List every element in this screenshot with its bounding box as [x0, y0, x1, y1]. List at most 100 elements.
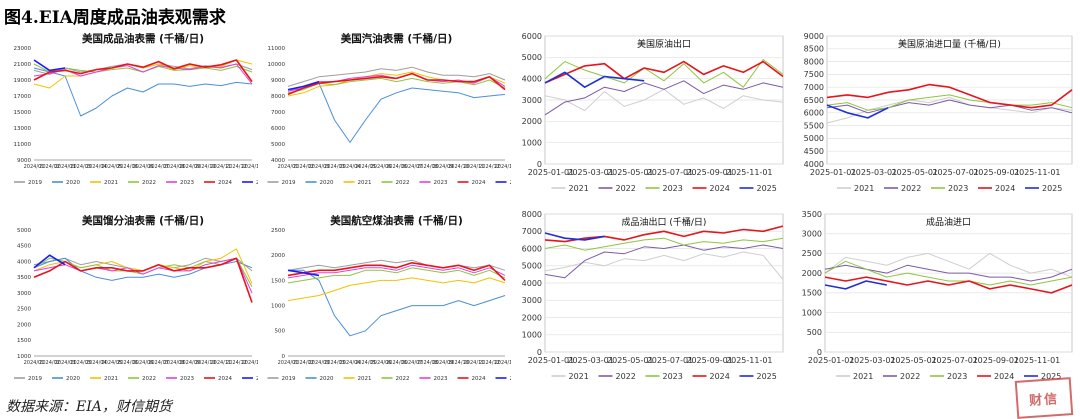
x-tick-label: 2024/11 [210, 164, 231, 170]
y-tick-label: 6000 [804, 109, 824, 118]
x-tick-label: 2024/05 [101, 360, 122, 366]
x-tick-label: 2024/11 [464, 360, 485, 366]
y-tick-label: 4500 [804, 147, 824, 156]
chart-title: 美国原油进口量 (千桶/日) [898, 38, 1001, 50]
x-tick-label: 2024/05 [355, 164, 376, 170]
x-tick-label: 2024/03 [70, 164, 91, 170]
x-tick-label: 2025-03-01 [567, 356, 614, 365]
x-tick-label: 2024/09 [433, 360, 454, 366]
x-tick-label: 2025-03-01 [849, 356, 896, 365]
series-line-2023 [33, 257, 253, 294]
x-tick-label: 2024/08 [417, 360, 438, 366]
y-tick-label: 9000 [804, 32, 824, 41]
legend-label: 2020 [320, 376, 334, 382]
x-tick-label: 2024/07 [402, 360, 423, 366]
series-line-2023 [544, 237, 784, 251]
y-tick-label: 6500 [804, 96, 824, 105]
legend-label: 2024 [995, 184, 1015, 193]
x-tick-label: 2024/06 [133, 360, 154, 366]
x-tick-label: 2024/11 [464, 164, 485, 170]
x-tick-label: 2024/07 [402, 164, 423, 170]
x-tick-label: 2024/04 [340, 164, 361, 170]
x-tick-label: 2025-07-01 [647, 168, 694, 177]
legend-label: 2023 [663, 372, 683, 381]
series-line-2021 [824, 252, 1073, 278]
x-tick-label: 2024/06 [386, 164, 407, 170]
legend-label: 2022 [901, 184, 921, 193]
chart-title: 美国成品油表需 (千桶/日) [82, 32, 204, 45]
y-tick-label: 5000 [522, 262, 542, 271]
x-tick-label: 2024/05 [355, 360, 376, 366]
x-tick-label: 2024/10 [195, 164, 216, 170]
y-tick-label: 0 [282, 354, 286, 360]
x-tick-label: 2025-09-01 [686, 168, 733, 177]
legend-label: 2025 [757, 184, 777, 193]
series-line-2023 [544, 59, 784, 88]
x-tick-label: 2024/06 [386, 360, 407, 366]
x-tick-label: 2024/07 [148, 164, 169, 170]
chart-product-demand: 9000 11000 13000 15000 17000 19000 21000 23000 2… [14, 32, 259, 186]
x-tick-label: 2024/12 [495, 360, 511, 366]
x-tick-label: 2024/12 [242, 360, 258, 366]
y-tick-label: 23000 [14, 46, 32, 52]
x-tick-label: 2024/03 [70, 360, 91, 366]
series-line-2024 [826, 83, 1073, 109]
chart-title: 美国原油出口 [637, 38, 691, 50]
series-line-2024 [33, 59, 66, 72]
y-tick-label: 3000 [522, 96, 542, 105]
y-tick-label: 4000 [17, 259, 31, 265]
y-tick-label: 15000 [14, 110, 32, 116]
legend-label: 2025 [757, 372, 777, 381]
x-tick-label: 2025-01-01 [528, 356, 575, 365]
legend-label: 2020 [66, 180, 80, 186]
y-tick-label: 5000 [804, 134, 824, 143]
series-line-2021 [33, 248, 253, 284]
series-line-2022 [544, 244, 784, 279]
chart-distillate-demand: 1000 1500 2000 2500 3000 3500 4000 4500 5000 2024… [14, 214, 258, 382]
series-line-2024 [544, 60, 784, 84]
x-tick-label: 2024/06 [371, 360, 392, 366]
series-line-2021 [33, 59, 253, 89]
y-tick-label: 1000 [522, 138, 542, 147]
legend-label: 2024 [710, 372, 730, 381]
x-tick-label: 2024/12 [226, 164, 247, 170]
series-line-2024 [824, 276, 1073, 294]
x-tick-label: 2024/11 [210, 360, 231, 366]
y-tick-label: 21000 [14, 62, 32, 68]
x-tick-label: 2025-01-01 [528, 168, 575, 177]
legend-label: 2022 [142, 376, 156, 382]
x-tick-label: 2025-11-01 [726, 168, 773, 177]
legend-label: 2024 [218, 180, 232, 186]
series-line-2025 [824, 280, 887, 290]
y-tick-label: 1000 [17, 354, 31, 360]
legend-label: 2021 [104, 180, 118, 186]
y-tick-label: 6000 [271, 126, 285, 132]
series-line-2022 [287, 267, 506, 284]
x-tick-label: 2024/01 [278, 360, 299, 366]
legend-label: 2020 [66, 376, 80, 382]
x-tick-label: 2025-09-01 [973, 356, 1020, 365]
x-tick-label: 2024/01 [278, 164, 299, 170]
legend-label: 2019 [28, 376, 42, 382]
x-tick-label: 2024/09 [179, 360, 200, 366]
legend-label: 2023 [663, 184, 683, 193]
series-line-2022 [826, 99, 1073, 114]
y-tick-label: 4000 [271, 158, 285, 164]
legend-label: 2023 [180, 180, 194, 186]
chart-product-export: 0 1000 2000 3000 4000 5000 6000 7000 8000 2025-01… [522, 210, 784, 381]
x-tick-label: 2024/03 [55, 360, 76, 366]
x-tick-label: 2024/06 [133, 164, 154, 170]
series-line-2025 [544, 232, 605, 241]
x-tick-label: 2025-03-01 [851, 168, 898, 177]
y-tick-label: 5500 [804, 121, 824, 130]
y-tick-label: 1500 [802, 289, 822, 298]
series-line-2023 [287, 264, 506, 279]
x-tick-label: 2024/12 [226, 360, 247, 366]
y-tick-label: 5000 [17, 228, 31, 234]
legend-label: 2023 [434, 376, 448, 382]
x-tick-label: 2024/01 [24, 360, 45, 366]
x-tick-label: 2024/12 [479, 164, 500, 170]
x-tick-label: 2025-09-01 [686, 356, 733, 365]
legend-label: 2019 [282, 376, 296, 382]
x-tick-label: 2025-09-01 [973, 168, 1020, 177]
